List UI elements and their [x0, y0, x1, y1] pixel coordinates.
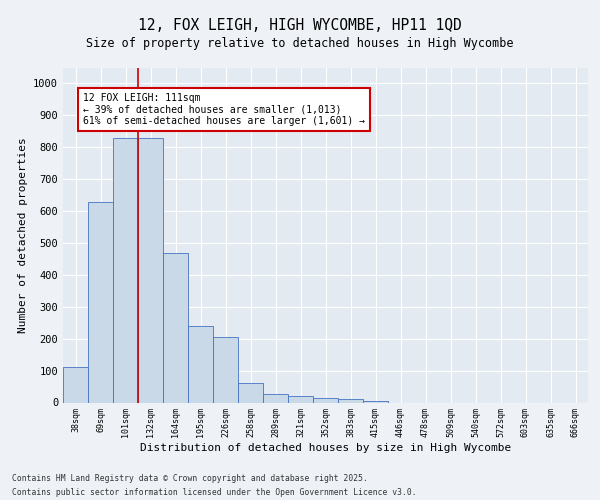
Bar: [138, 138, 163, 402]
Bar: [313, 398, 338, 402]
Y-axis label: Number of detached properties: Number of detached properties: [17, 137, 28, 333]
Bar: [113, 138, 138, 402]
X-axis label: Distribution of detached houses by size in High Wycombe: Distribution of detached houses by size …: [140, 443, 511, 453]
Text: Size of property relative to detached houses in High Wycombe: Size of property relative to detached ho…: [86, 38, 514, 51]
Bar: [63, 368, 88, 402]
Text: Contains public sector information licensed under the Open Government Licence v3: Contains public sector information licen…: [12, 488, 416, 497]
Bar: [263, 394, 288, 402]
Bar: [163, 252, 188, 402]
Bar: [288, 396, 313, 402]
Bar: [188, 326, 213, 402]
Text: 12, FOX LEIGH, HIGH WYCOMBE, HP11 1QD: 12, FOX LEIGH, HIGH WYCOMBE, HP11 1QD: [138, 18, 462, 32]
Text: 12 FOX LEIGH: 111sqm
← 39% of detached houses are smaller (1,013)
61% of semi-de: 12 FOX LEIGH: 111sqm ← 39% of detached h…: [83, 93, 365, 126]
Bar: [213, 337, 238, 402]
Bar: [88, 202, 113, 402]
Bar: [338, 400, 363, 402]
Bar: [363, 401, 388, 402]
Bar: [238, 384, 263, 402]
Text: Contains HM Land Registry data © Crown copyright and database right 2025.: Contains HM Land Registry data © Crown c…: [12, 474, 368, 483]
